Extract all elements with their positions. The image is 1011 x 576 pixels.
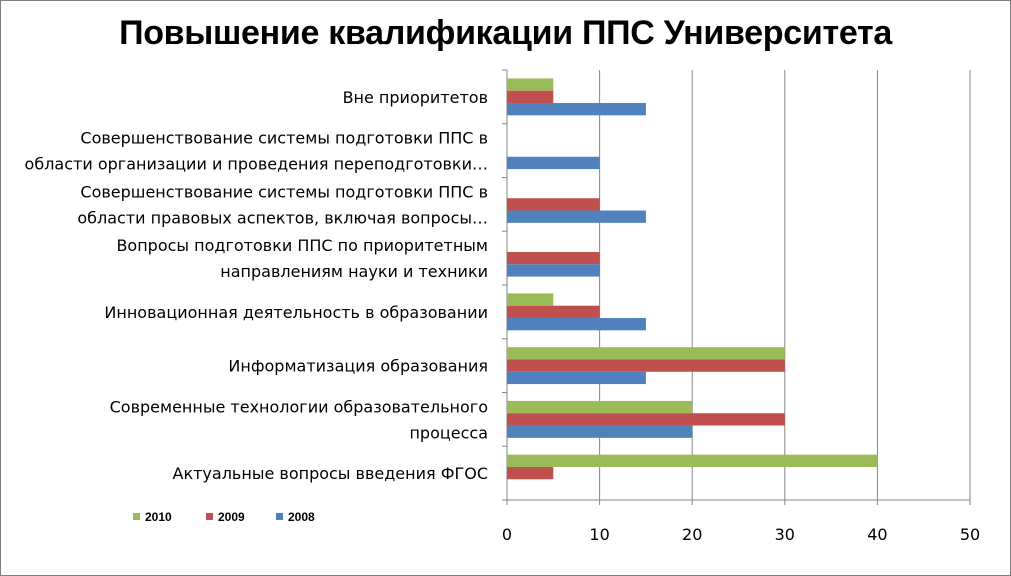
- category-label-line: Актуальные вопросы введения ФГОС: [173, 464, 489, 483]
- category-label-line: процесса: [409, 423, 488, 442]
- bar-2008: [507, 318, 646, 331]
- category-label: Инновационная деятельность в образовании: [104, 303, 488, 322]
- bar-2010: [507, 78, 554, 91]
- category-label: Совершенствование системы подготовки ППС…: [77, 182, 488, 227]
- bar-2009: [507, 359, 785, 372]
- bar-2010: [507, 347, 785, 360]
- legend-label-2008: 2008: [288, 510, 315, 524]
- x-tick-label: 20: [682, 525, 702, 544]
- bar-2009: [507, 413, 785, 426]
- category-label-line: Вопросы подготовки ППС по приоритетным: [116, 236, 488, 255]
- category-label: Актуальные вопросы введения ФГОС: [173, 464, 489, 483]
- legend-swatch-2008: [276, 513, 283, 520]
- category-label: Современные технологии образовательного п…: [110, 397, 488, 442]
- category-label-line: Совершенствование системы подготовки ППС…: [80, 129, 488, 148]
- bar-2008: [507, 156, 600, 170]
- bar-2008: [507, 264, 600, 277]
- category-label: Вне приоритетов: [343, 88, 488, 107]
- category-label: Вопросы подготовки ППС по приоритетным на…: [116, 236, 488, 281]
- bar-2010: [507, 454, 878, 467]
- legend-swatch-2010: [133, 513, 140, 520]
- category-label-line: Вне приоритетов: [343, 88, 488, 107]
- bar-2008: [507, 371, 646, 385]
- bar-2009: [507, 198, 600, 211]
- category-label-line: Совершенствование системы подготовки ППС…: [80, 182, 488, 201]
- x-tick-label: 0: [502, 525, 512, 544]
- x-tick-label: 50: [960, 525, 980, 544]
- category-label-line: Информатизация образования: [228, 357, 488, 376]
- x-tick-label: 30: [775, 525, 795, 544]
- bar-2010: [507, 293, 554, 306]
- bar-2008: [507, 103, 646, 116]
- legend-label-2010: 2010: [145, 510, 172, 524]
- bar-2009: [507, 251, 600, 265]
- bar-2009: [507, 466, 554, 480]
- category-label-line: Современные технологии образовательного: [110, 397, 488, 416]
- bar-2008: [507, 210, 646, 223]
- category-label-line: Инновационная деятельность в образовании: [104, 303, 488, 322]
- legend-label-2009: 2009: [218, 510, 245, 524]
- category-label: Информатизация образования: [228, 357, 488, 376]
- chart-title: Повышение квалификации ППС Университета: [119, 14, 892, 52]
- bar-2009: [507, 90, 554, 104]
- bar-2010: [507, 400, 693, 414]
- x-tick-label: 40: [867, 525, 887, 544]
- x-tick-label: 10: [589, 525, 609, 544]
- bar-2009: [507, 305, 600, 319]
- category-label: Совершенствование системы подготовки ППС…: [25, 129, 488, 174]
- category-label-line: направлениям науки и техники: [220, 262, 488, 281]
- category-label-line: области правовых аспектов, включая вопро…: [77, 208, 488, 227]
- bar-2008: [507, 425, 693, 438]
- legend-swatch-2009: [206, 513, 213, 520]
- category-label-line: области организации и проведения перепод…: [25, 155, 488, 174]
